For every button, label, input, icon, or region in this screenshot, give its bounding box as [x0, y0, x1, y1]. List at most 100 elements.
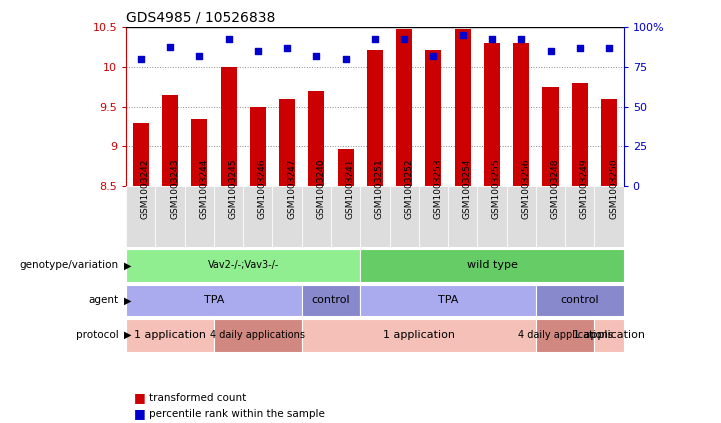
Text: Vav2-/-;Vav3-/-: Vav2-/-;Vav3-/- — [208, 261, 279, 270]
FancyBboxPatch shape — [302, 285, 360, 316]
Text: 1 application: 1 application — [383, 330, 455, 340]
FancyBboxPatch shape — [536, 319, 594, 352]
Text: percentile rank within the sample: percentile rank within the sample — [149, 409, 325, 419]
Bar — [396, 29, 412, 186]
Text: GSM1003242: GSM1003242 — [141, 159, 150, 220]
Point — [428, 53, 439, 60]
Text: 1 application: 1 application — [134, 330, 206, 340]
FancyBboxPatch shape — [156, 186, 185, 247]
FancyBboxPatch shape — [126, 285, 302, 316]
Text: transformed count: transformed count — [149, 393, 247, 403]
Text: GSM1003252: GSM1003252 — [404, 159, 413, 220]
Text: ■: ■ — [133, 391, 145, 404]
Point — [193, 53, 205, 60]
Text: ▶: ▶ — [124, 330, 131, 340]
FancyBboxPatch shape — [126, 186, 156, 247]
Text: ▶: ▶ — [124, 261, 131, 270]
Point — [399, 35, 410, 42]
Point — [223, 35, 234, 42]
Point — [340, 56, 351, 63]
Text: agent: agent — [89, 295, 119, 305]
Bar — [337, 149, 354, 186]
FancyBboxPatch shape — [302, 319, 536, 352]
Text: wild type: wild type — [466, 261, 518, 270]
FancyBboxPatch shape — [594, 186, 624, 247]
Text: GSM1003244: GSM1003244 — [199, 159, 208, 220]
FancyBboxPatch shape — [448, 186, 477, 247]
FancyBboxPatch shape — [126, 319, 214, 352]
FancyBboxPatch shape — [419, 186, 448, 247]
FancyBboxPatch shape — [536, 285, 624, 316]
Text: GSM1003246: GSM1003246 — [258, 159, 267, 220]
Bar — [425, 49, 441, 186]
FancyBboxPatch shape — [594, 319, 624, 352]
Point — [516, 35, 527, 42]
Bar — [542, 87, 559, 186]
Text: 4 daily applications: 4 daily applications — [211, 330, 306, 340]
Point — [135, 56, 146, 63]
Bar — [162, 95, 178, 186]
Text: control: control — [560, 295, 599, 305]
FancyBboxPatch shape — [477, 186, 507, 247]
Text: GSM1003240: GSM1003240 — [317, 159, 325, 220]
Text: 4 daily applications: 4 daily applications — [518, 330, 613, 340]
FancyBboxPatch shape — [243, 186, 273, 247]
Text: GSM1003255: GSM1003255 — [492, 159, 501, 220]
Bar — [249, 107, 266, 186]
Point — [164, 43, 176, 50]
Text: GDS4985 / 10526838: GDS4985 / 10526838 — [126, 11, 275, 25]
Text: GSM1003243: GSM1003243 — [170, 159, 179, 220]
Point — [311, 53, 322, 60]
FancyBboxPatch shape — [126, 249, 360, 282]
Text: TPA: TPA — [438, 295, 459, 305]
Text: GSM1003250: GSM1003250 — [609, 159, 618, 220]
Text: GSM1003245: GSM1003245 — [229, 159, 238, 220]
Text: GSM1003251: GSM1003251 — [375, 159, 384, 220]
Bar — [279, 99, 295, 186]
Bar — [484, 43, 500, 186]
FancyBboxPatch shape — [214, 186, 243, 247]
Text: TPA: TPA — [204, 295, 224, 305]
Bar — [309, 91, 324, 186]
Text: GSM1003247: GSM1003247 — [287, 159, 296, 220]
Text: GSM1003248: GSM1003248 — [551, 159, 559, 220]
FancyBboxPatch shape — [507, 186, 536, 247]
Text: genotype/variation: genotype/variation — [20, 261, 119, 270]
FancyBboxPatch shape — [536, 186, 565, 247]
Bar — [367, 49, 383, 186]
Point — [545, 48, 557, 55]
Bar — [601, 99, 617, 186]
Bar — [513, 43, 529, 186]
Text: ■: ■ — [133, 407, 145, 420]
Point — [603, 45, 615, 52]
Text: protocol: protocol — [76, 330, 119, 340]
Bar — [221, 67, 236, 186]
Text: GSM1003253: GSM1003253 — [433, 159, 443, 220]
Bar — [133, 123, 149, 186]
FancyBboxPatch shape — [360, 186, 389, 247]
Text: GSM1003241: GSM1003241 — [345, 159, 355, 220]
Point — [486, 35, 497, 42]
Point — [281, 45, 293, 52]
Text: GSM1003249: GSM1003249 — [580, 159, 589, 220]
FancyBboxPatch shape — [302, 186, 331, 247]
Text: control: control — [311, 295, 350, 305]
Point — [252, 48, 264, 55]
FancyBboxPatch shape — [565, 186, 594, 247]
Bar — [191, 119, 208, 186]
FancyBboxPatch shape — [185, 186, 214, 247]
FancyBboxPatch shape — [360, 249, 624, 282]
Text: GSM1003254: GSM1003254 — [463, 159, 472, 220]
Text: 1 application: 1 application — [573, 330, 645, 340]
FancyBboxPatch shape — [389, 186, 419, 247]
FancyBboxPatch shape — [360, 285, 536, 316]
FancyBboxPatch shape — [273, 186, 302, 247]
Point — [574, 45, 585, 52]
Bar — [572, 83, 588, 186]
FancyBboxPatch shape — [214, 319, 302, 352]
FancyBboxPatch shape — [331, 186, 360, 247]
Text: GSM1003256: GSM1003256 — [521, 159, 530, 220]
Point — [369, 35, 381, 42]
Bar — [455, 29, 471, 186]
Text: ▶: ▶ — [124, 295, 131, 305]
